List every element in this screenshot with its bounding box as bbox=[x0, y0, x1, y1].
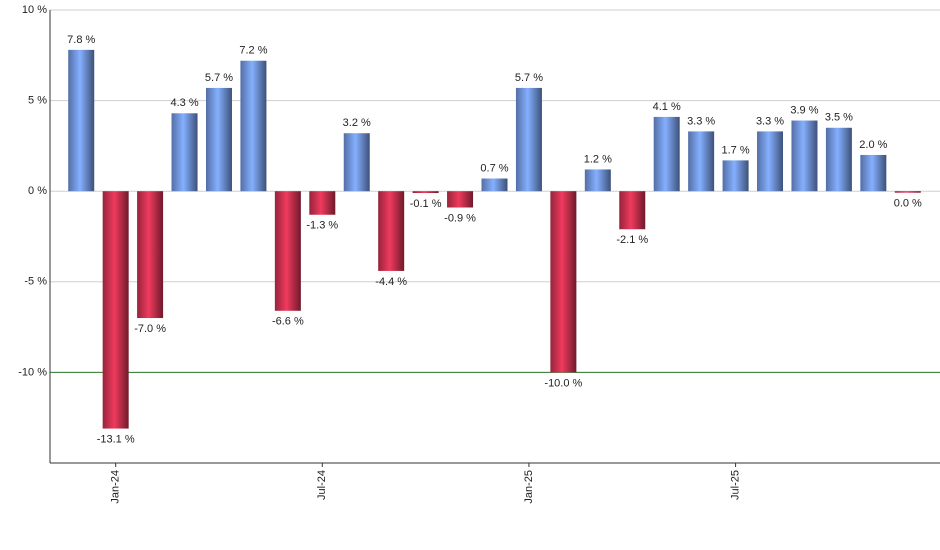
bar bbox=[447, 191, 474, 208]
x-tick-label: Jan-25 bbox=[523, 470, 535, 504]
bar bbox=[860, 154, 887, 192]
value-label: -6.6 % bbox=[272, 316, 304, 328]
bar bbox=[102, 191, 129, 429]
bar bbox=[481, 178, 508, 192]
bar bbox=[205, 87, 232, 192]
bar bbox=[894, 191, 921, 193]
value-label: 3.2 % bbox=[343, 117, 371, 129]
y-tick-label: 10 % bbox=[22, 4, 47, 16]
bar bbox=[240, 60, 267, 192]
y-tick-label: 5 % bbox=[28, 95, 47, 107]
value-label: 0.0 % bbox=[894, 198, 922, 210]
bar bbox=[412, 191, 439, 194]
bar bbox=[653, 116, 680, 192]
value-label: 0.7 % bbox=[480, 162, 508, 174]
x-tick-label: Jan-24 bbox=[110, 470, 122, 504]
value-label: 5.7 % bbox=[515, 72, 543, 84]
bar bbox=[791, 120, 818, 192]
value-label: 1.2 % bbox=[584, 153, 612, 165]
value-label: -7.0 % bbox=[134, 323, 166, 335]
value-label: 2.0 % bbox=[859, 139, 887, 151]
bar bbox=[722, 160, 749, 192]
y-tick-label: 0 % bbox=[28, 185, 47, 197]
y-tick-label: -5 % bbox=[24, 276, 47, 288]
value-label: 1.7 % bbox=[722, 144, 750, 156]
value-label: 3.3 % bbox=[756, 115, 784, 127]
value-label: 5.7 % bbox=[205, 72, 233, 84]
value-label: -0.9 % bbox=[444, 212, 476, 224]
value-label: -13.1 % bbox=[97, 433, 135, 445]
bar bbox=[171, 113, 198, 192]
bar bbox=[515, 87, 542, 192]
x-tick-label: Jul-24 bbox=[316, 470, 328, 500]
bar bbox=[137, 191, 164, 319]
bar bbox=[343, 133, 370, 192]
value-label: 4.1 % bbox=[653, 101, 681, 113]
bar bbox=[309, 191, 336, 215]
bar bbox=[619, 191, 646, 230]
bar bbox=[757, 131, 784, 192]
value-label: 3.5 % bbox=[825, 112, 853, 124]
value-label: 7.2 % bbox=[239, 45, 267, 57]
bar bbox=[550, 191, 577, 373]
value-label: -10.0 % bbox=[544, 377, 582, 389]
bar bbox=[584, 169, 611, 192]
value-label: -4.4 % bbox=[375, 276, 407, 288]
bar bbox=[68, 49, 95, 192]
bar bbox=[274, 191, 301, 311]
bar bbox=[378, 191, 405, 271]
value-label: 3.9 % bbox=[790, 104, 818, 116]
value-label: -1.3 % bbox=[306, 220, 338, 232]
value-label: 7.8 % bbox=[67, 34, 95, 46]
bar bbox=[688, 131, 715, 192]
value-label: 4.3 % bbox=[170, 97, 198, 109]
x-tick-label: Jul-25 bbox=[729, 470, 741, 500]
y-tick-label: -10 % bbox=[18, 366, 47, 378]
value-label: 3.3 % bbox=[687, 115, 715, 127]
value-label: -0.1 % bbox=[410, 198, 442, 210]
bar bbox=[825, 127, 852, 192]
value-label: -2.1 % bbox=[616, 234, 648, 246]
